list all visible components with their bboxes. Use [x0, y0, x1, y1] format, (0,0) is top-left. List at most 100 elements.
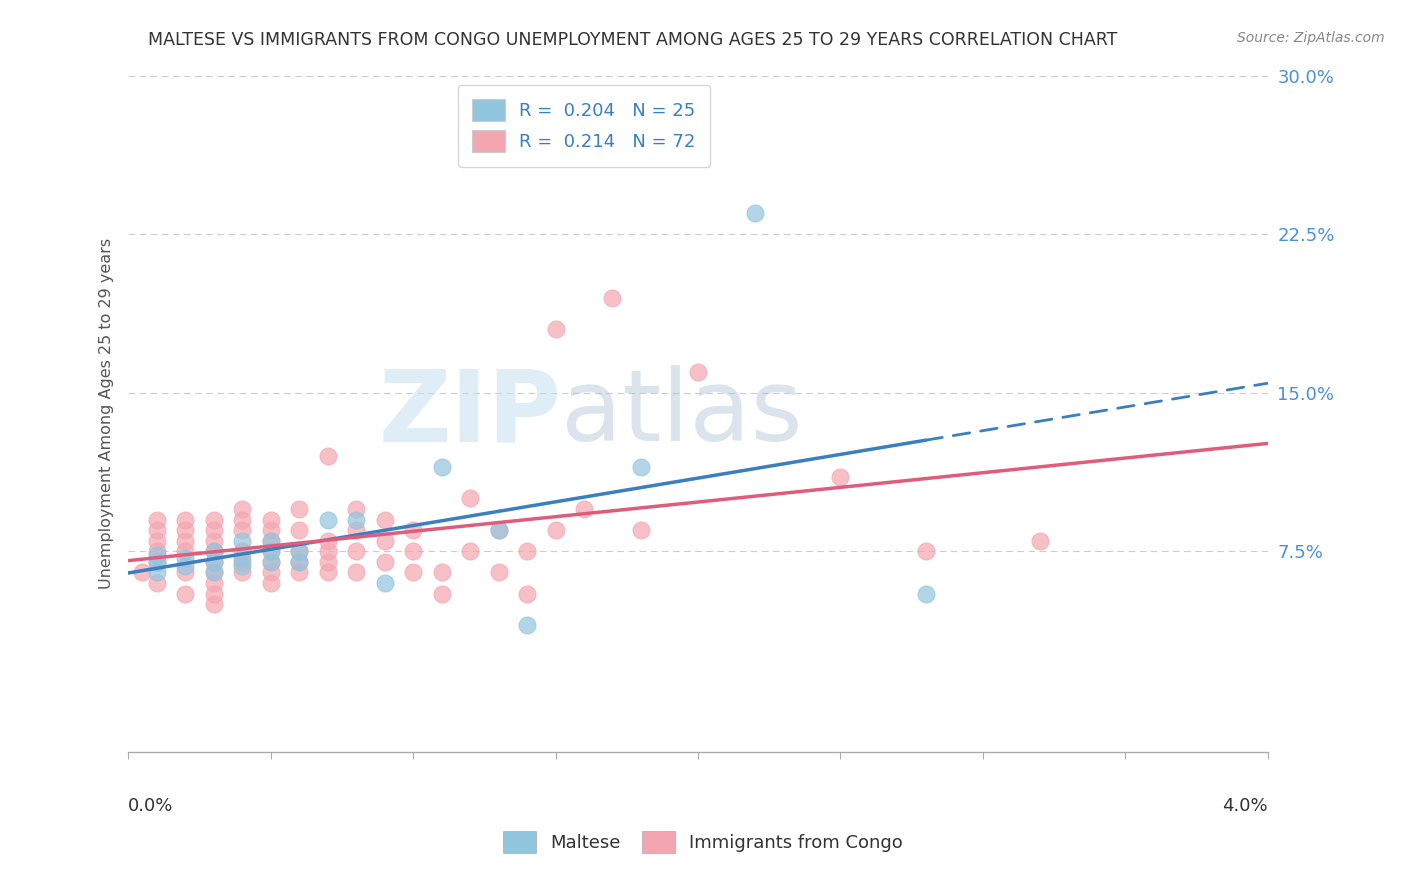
Point [458, 491, 481, 506]
Point [288, 523, 311, 537]
Point [260, 555, 283, 569]
Point [316, 533, 339, 548]
Text: ZIP: ZIP [378, 366, 561, 462]
Point [145, 555, 167, 569]
Point [260, 544, 283, 558]
Point [374, 533, 396, 548]
Point [231, 512, 253, 526]
Point [231, 502, 253, 516]
Point [260, 555, 283, 569]
Point [572, 502, 595, 516]
Point [686, 365, 709, 379]
Point [131, 566, 153, 580]
Point [260, 533, 283, 548]
Point [145, 512, 167, 526]
Point [202, 512, 225, 526]
Point [402, 544, 425, 558]
Point [344, 512, 367, 526]
Point [1029, 533, 1052, 548]
Point [488, 523, 510, 537]
Point [202, 566, 225, 580]
Text: MALTESE VS IMMIGRANTS FROM CONGO UNEMPLOYMENT AMONG AGES 25 TO 29 YEARS CORRELAT: MALTESE VS IMMIGRANTS FROM CONGO UNEMPLO… [148, 31, 1118, 49]
Legend: R =  0.204   N = 25, R =  0.214   N = 72: R = 0.204 N = 25, R = 0.214 N = 72 [458, 85, 710, 167]
Point [145, 523, 167, 537]
Point [202, 597, 225, 611]
Point [430, 586, 453, 600]
Point [174, 512, 197, 526]
Point [145, 555, 167, 569]
Point [231, 523, 253, 537]
Point [202, 576, 225, 591]
Point [458, 544, 481, 558]
Point [260, 533, 283, 548]
Point [316, 555, 339, 569]
Legend: Maltese, Immigrants from Congo: Maltese, Immigrants from Congo [496, 824, 910, 861]
Point [544, 322, 567, 336]
Point [316, 449, 339, 463]
Point [630, 459, 652, 474]
Point [288, 544, 311, 558]
Point [516, 544, 538, 558]
Point [202, 523, 225, 537]
Point [231, 544, 253, 558]
Point [231, 555, 253, 569]
Text: Source: ZipAtlas.com: Source: ZipAtlas.com [1237, 31, 1385, 45]
Point [174, 523, 197, 537]
Point [744, 206, 766, 220]
Point [488, 523, 510, 537]
Point [374, 512, 396, 526]
Point [145, 544, 167, 558]
Point [344, 523, 367, 537]
Point [430, 459, 453, 474]
Point [202, 555, 225, 569]
Point [288, 544, 311, 558]
Point [344, 502, 367, 516]
Point [316, 566, 339, 580]
Point [260, 576, 283, 591]
Point [288, 566, 311, 580]
Point [630, 523, 652, 537]
Point [202, 566, 225, 580]
Point [488, 566, 510, 580]
Point [202, 586, 225, 600]
Point [914, 544, 936, 558]
Point [430, 566, 453, 580]
Point [260, 544, 283, 558]
Point [344, 544, 367, 558]
Point [288, 502, 311, 516]
Point [145, 576, 167, 591]
Point [516, 586, 538, 600]
Point [145, 533, 167, 548]
Point [830, 470, 852, 484]
Text: 4.0%: 4.0% [1222, 797, 1268, 814]
Text: atlas: atlas [561, 366, 803, 462]
Text: 0.0%: 0.0% [128, 797, 173, 814]
Point [202, 555, 225, 569]
Point [316, 544, 339, 558]
Point [202, 544, 225, 558]
Point [231, 550, 253, 565]
Point [402, 523, 425, 537]
Point [174, 586, 197, 600]
Point [174, 544, 197, 558]
Point [602, 291, 624, 305]
Point [344, 566, 367, 580]
Y-axis label: Unemployment Among Ages 25 to 29 years: Unemployment Among Ages 25 to 29 years [100, 238, 114, 590]
Point [231, 533, 253, 548]
Point [260, 512, 283, 526]
Point [174, 566, 197, 580]
Point [260, 523, 283, 537]
Point [174, 533, 197, 548]
Point [231, 566, 253, 580]
Point [174, 550, 197, 565]
Point [174, 559, 197, 574]
Point [374, 576, 396, 591]
Point [914, 586, 936, 600]
Point [316, 512, 339, 526]
Point [544, 523, 567, 537]
Point [288, 555, 311, 569]
Point [374, 555, 396, 569]
Point [516, 618, 538, 632]
Point [145, 549, 167, 563]
Point [145, 566, 167, 580]
